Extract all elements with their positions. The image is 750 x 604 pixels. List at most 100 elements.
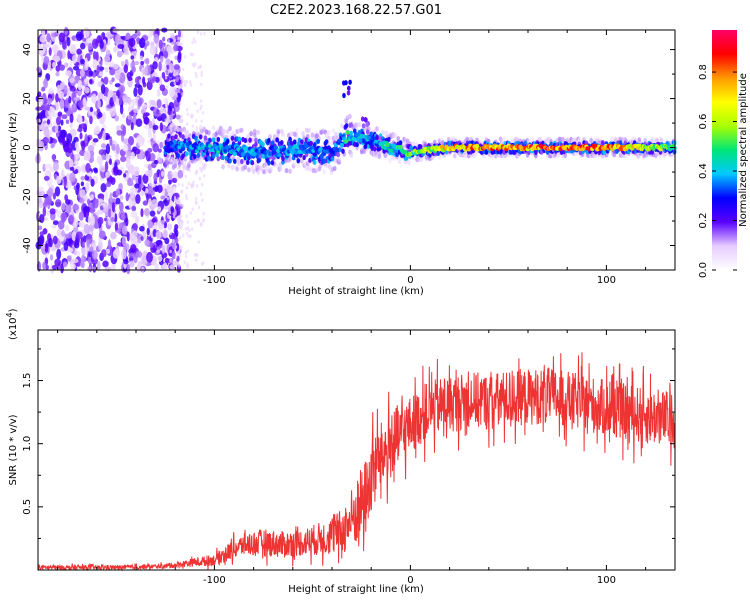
spectrogram-cell (173, 81, 176, 86)
spectrogram-cell (195, 119, 198, 123)
spectrogram-cell (73, 96, 80, 102)
spectrogram-cell (201, 111, 205, 115)
snr-multiplier-prefix: (x10 (8, 317, 19, 340)
spectrogram-cell (377, 153, 382, 159)
spectrogram-cell (105, 49, 111, 57)
y-tick-label: 1.0 (22, 436, 33, 452)
spectrogram-cell (191, 143, 196, 148)
spectrogram-cell (251, 168, 256, 174)
spectrogram-cell (261, 142, 265, 148)
spectrogram-cell (176, 72, 179, 76)
spectrogram-cell (65, 199, 71, 205)
spectrogram-frame (37, 29, 676, 271)
spectrogram-cell (108, 158, 113, 165)
spectrogram-cell (186, 112, 190, 117)
spectrogram-cell (111, 77, 115, 82)
spectrogram-cell (39, 231, 45, 236)
spectrogram-cell (120, 249, 127, 260)
spectrogram-cell (120, 86, 124, 98)
spectrogram-cell (91, 93, 97, 104)
spectrogram-cell (46, 33, 51, 43)
spectrogram-cell (42, 202, 48, 208)
spectrogram-cell (398, 144, 403, 150)
spectrogram-cell (78, 221, 82, 227)
spectrogram-cell (270, 140, 275, 146)
spectrogram-cell (123, 138, 130, 145)
spectrogram-cell (165, 160, 170, 166)
spectrogram-cell (198, 65, 202, 69)
figure-title: C2E2.2023.168.22.57.G01 (270, 3, 442, 18)
spectrogram-cell (407, 159, 411, 165)
spectrogram-cell (612, 152, 617, 158)
spectrogram-cell (123, 64, 129, 74)
spectrogram-cell (62, 138, 66, 146)
spectrogram-cell (185, 186, 189, 190)
spectrogram-cell (135, 215, 140, 225)
spectrogram-cell (178, 118, 184, 124)
spectrogram-cell (97, 99, 101, 110)
spectrogram-cell (175, 255, 178, 259)
spectrogram-cell (177, 53, 182, 64)
spectrogram-cell (150, 183, 156, 188)
snr-series-line (37, 352, 676, 572)
spectrogram-cell (175, 242, 180, 252)
spectrogram-cell (165, 104, 168, 109)
spectrogram-cell (258, 165, 263, 171)
spectrogram-cell (90, 178, 95, 187)
spectrogram-cell (49, 208, 56, 215)
spectrogram-cell (185, 122, 189, 126)
spectrogram-cell (177, 163, 182, 170)
spectrogram-cell (178, 252, 181, 256)
spectrogram-cell (173, 64, 180, 71)
spectrogram-cell (190, 183, 193, 188)
spectrogram-cell (130, 169, 135, 176)
spectrogram-cell (102, 111, 106, 123)
spectrogram-cell (42, 261, 47, 270)
spectrogram-cell (348, 113, 352, 120)
spectrogram-cell (135, 250, 143, 258)
spectrogram-cell (104, 217, 108, 222)
spectrogram-cell (146, 251, 153, 263)
spectrogram-cell (59, 82, 65, 90)
spectrogram-cell (165, 134, 168, 138)
spectrogram-cell (93, 111, 98, 116)
spectrogram-cell (123, 173, 127, 178)
spectrogram-cell (172, 87, 175, 91)
spectrogram-cell (182, 126, 187, 132)
spectrogram-cell (172, 185, 177, 194)
spectrogram-cell (159, 122, 164, 132)
spectrogram-cell (100, 205, 104, 210)
spectrogram-cell (140, 191, 146, 196)
spectrogram-cell (98, 240, 103, 251)
spectrogram-cell (129, 187, 135, 198)
spectrogram-cell (439, 144, 444, 150)
spectrogram-cell (193, 64, 196, 68)
spectrogram-cell (53, 161, 59, 172)
spectrogram-cell (137, 98, 143, 107)
spectrogram-cell (337, 157, 342, 163)
spectrogram-cell (49, 254, 54, 261)
spectrogram-cell (89, 194, 95, 201)
spectrogram-cell (165, 145, 170, 150)
spectrogram-cell (194, 101, 197, 106)
spectrogram-cell (58, 90, 65, 100)
spectrogram-cell (87, 42, 93, 51)
spectrogram-cell (137, 238, 142, 244)
spectrogram-cell (189, 52, 193, 57)
spectrogram-cell (173, 163, 177, 169)
spectrogram-cell (79, 198, 85, 204)
spectrogram-cell (69, 247, 74, 253)
spectrogram-cell (160, 219, 165, 224)
spectrogram-cell (149, 45, 157, 56)
spectrogram-cell (179, 214, 182, 219)
spectrogram-cell (101, 143, 107, 149)
spectrogram-cell (97, 132, 103, 140)
spectrogram-cell (117, 43, 125, 50)
spectrogram-cell (153, 221, 158, 231)
spectrogram-cell (75, 231, 83, 240)
spectrogram-cell (239, 148, 245, 153)
spectrogram-cell (294, 144, 300, 150)
spectrogram-cell (200, 73, 203, 77)
spectrogram-cell (589, 137, 593, 143)
